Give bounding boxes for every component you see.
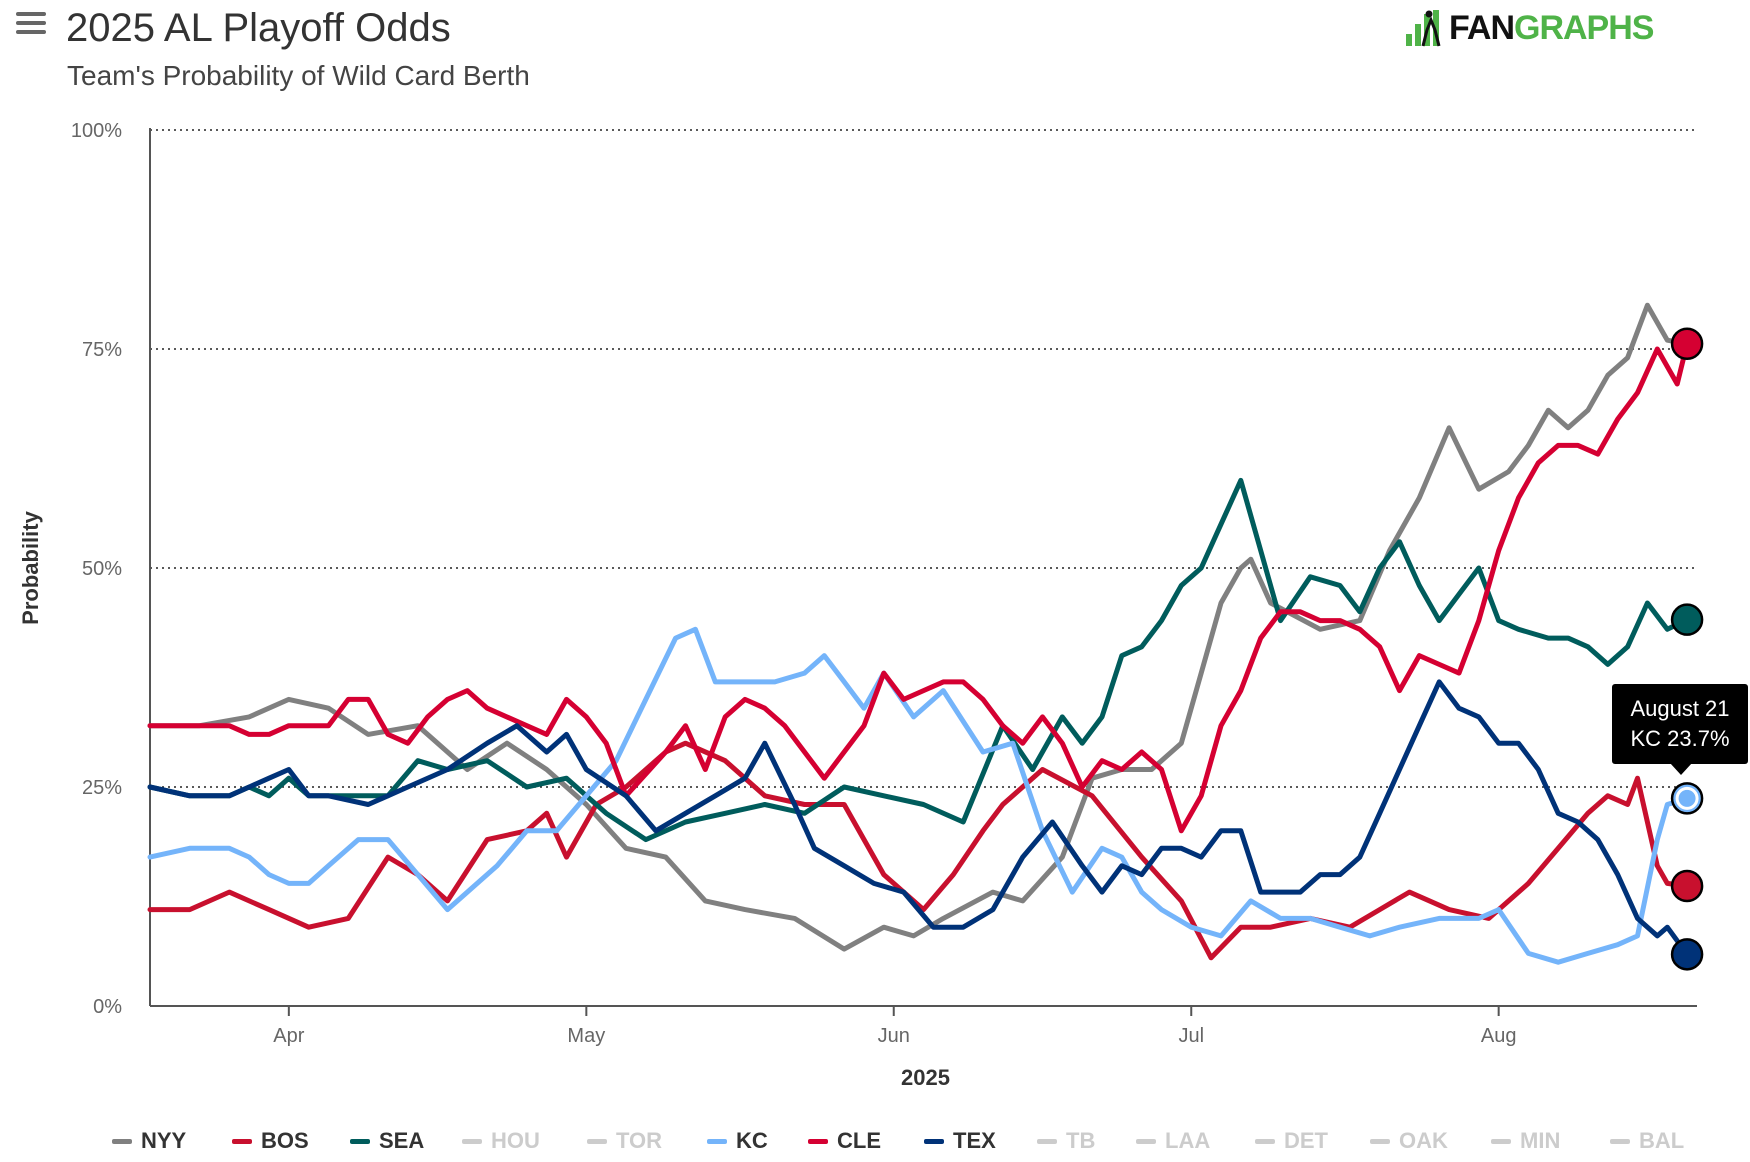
end-marker-cle[interactable]	[1670, 327, 1704, 360]
legend-item-det[interactable]: DET	[1255, 1128, 1328, 1154]
legend-swatch	[808, 1138, 828, 1144]
x-tick-label: Aug	[1481, 1025, 1517, 1047]
y-tick-label: 50%	[82, 558, 122, 580]
legend-item-tor[interactable]: TOR	[587, 1128, 662, 1154]
legend-item-bal[interactable]: BAL	[1610, 1128, 1684, 1154]
legend-label: TEX	[953, 1128, 996, 1153]
legend-label: CLE	[837, 1128, 881, 1153]
legend-item-laa[interactable]: LAA	[1136, 1128, 1210, 1154]
end-marker-tex[interactable]	[1670, 938, 1704, 971]
legend-swatch	[1136, 1138, 1156, 1144]
x-axis-title: 2025	[901, 1065, 950, 1090]
x-tick-label: Apr	[273, 1025, 304, 1047]
legend: NYY BOS SEA HOU TOR KC CLE TEX TB LAA DET OAK MIN BAL	[0, 1128, 1750, 1158]
legend-item-sea[interactable]: SEA	[350, 1128, 424, 1154]
logo-text-graphs: GRAPHS	[1514, 8, 1654, 47]
x-tick-label: May	[567, 1025, 605, 1047]
hover-point-kc[interactable]	[1675, 786, 1699, 810]
legend-swatch	[1610, 1138, 1630, 1144]
legend-item-cle[interactable]: CLE	[808, 1128, 881, 1154]
y-tick-label: 100%	[71, 120, 122, 142]
menu-icon[interactable]	[16, 12, 46, 36]
legend-swatch	[1491, 1138, 1511, 1144]
x-tick-label: Jul	[1178, 1025, 1204, 1047]
legend-item-kc[interactable]: KC	[707, 1128, 768, 1154]
x-tick-label: Jun	[878, 1025, 910, 1047]
legend-label: HOU	[491, 1128, 540, 1153]
legend-label: TB	[1066, 1128, 1096, 1153]
chart-subtitle: Team's Probability of Wild Card Berth	[67, 60, 530, 91]
legend-label: BOS	[261, 1128, 309, 1153]
y-axis-title: Probability	[18, 510, 43, 624]
end-marker-bos[interactable]	[1670, 869, 1704, 903]
logo-text-fan: FAN	[1449, 8, 1515, 47]
chart-title: 2025 AL Playoff Odds	[66, 6, 451, 50]
legend-swatch	[232, 1138, 252, 1144]
legend-label: LAA	[1165, 1128, 1211, 1153]
legend-swatch	[350, 1138, 370, 1144]
series-line-cle[interactable]	[147, 341, 1690, 834]
tooltip: August 21 KC 23.7%	[1612, 684, 1748, 775]
legend-swatch	[1255, 1138, 1275, 1144]
legend-item-oak[interactable]: OAK	[1370, 1128, 1448, 1154]
legend-label: DET	[1284, 1128, 1328, 1153]
end-markers	[1670, 327, 1704, 971]
legend-item-min[interactable]: MIN	[1491, 1128, 1560, 1154]
legend-label: TOR	[616, 1128, 663, 1153]
series-line-tex[interactable]	[147, 679, 1690, 957]
legend-swatch	[924, 1138, 944, 1144]
legend-item-hou[interactable]: HOU	[462, 1128, 540, 1154]
series-line-sea[interactable]	[147, 477, 1690, 843]
legend-label: KC	[736, 1128, 768, 1153]
tooltip-date: August 21	[1630, 696, 1730, 721]
y-tick-label: 25%	[82, 777, 122, 799]
legend-swatch	[1370, 1138, 1390, 1144]
legend-item-tex[interactable]: TEX	[924, 1128, 996, 1154]
legend-label: BAL	[1639, 1128, 1685, 1153]
series-line-nyy[interactable]	[147, 302, 1690, 952]
legend-item-tb[interactable]: TB	[1037, 1128, 1095, 1154]
legend-swatch	[112, 1138, 132, 1144]
legend-item-nyy[interactable]: NYY	[112, 1128, 186, 1154]
legend-label: SEA	[379, 1128, 425, 1153]
y-tick-label: 0%	[93, 996, 122, 1018]
legend-swatch	[587, 1138, 607, 1144]
legend-label: NYY	[141, 1128, 187, 1153]
fangraphs-logo-icon	[1406, 10, 1441, 47]
legend-swatch	[462, 1138, 482, 1144]
fangraphs-logo[interactable]: FANGRAPHS	[1405, 4, 1654, 52]
legend-swatch	[1037, 1138, 1057, 1144]
end-marker-sea[interactable]	[1670, 603, 1704, 636]
tooltip-value: KC 23.7%	[1630, 726, 1730, 751]
y-tick-label: 75%	[82, 339, 122, 361]
series-line-bos[interactable]	[147, 740, 1690, 961]
legend-label: OAK	[1399, 1128, 1448, 1153]
legend-swatch	[707, 1138, 727, 1144]
series-lines	[147, 302, 1690, 965]
legend-label: MIN	[1520, 1128, 1561, 1153]
legend-item-bos[interactable]: BOS	[232, 1128, 309, 1154]
axes: 0% 25% 50% 75% 100% Apr May Jun Jul Aug	[71, 120, 1697, 1047]
